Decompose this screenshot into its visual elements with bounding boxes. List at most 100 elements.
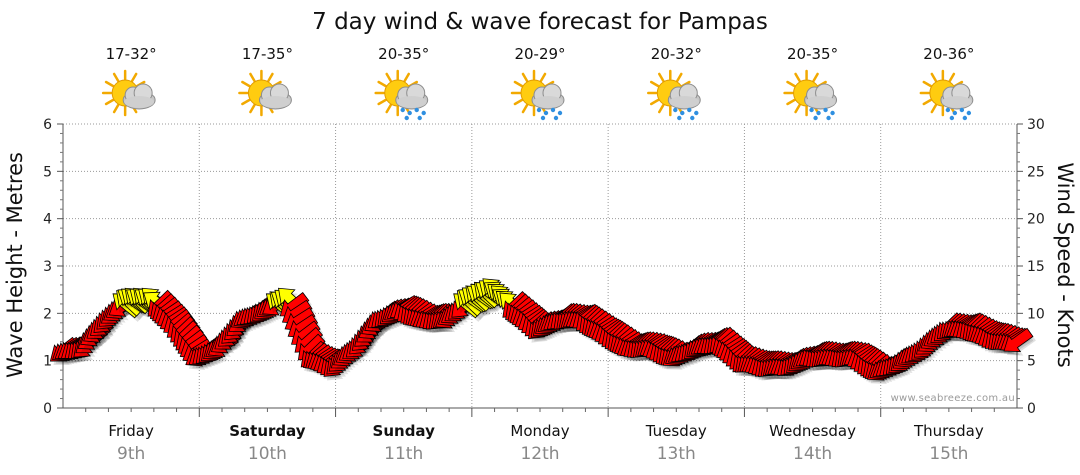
- sun-ray: [922, 98, 932, 106]
- sun-ray: [377, 98, 387, 106]
- credit-watermark: www.seabreeze.com.au: [891, 393, 1015, 404]
- sun-ray: [112, 103, 120, 114]
- rain-drop: [694, 110, 699, 116]
- rain-drop: [557, 110, 563, 116]
- rain-drop: [540, 115, 546, 121]
- left-axis-title: Wave Height - Metres: [3, 152, 27, 378]
- sun-ray: [385, 103, 392, 114]
- cloud-base: [260, 96, 291, 108]
- sun-cloud-rain-icon: [510, 69, 565, 121]
- sun-cloud-rain-icon: [647, 69, 701, 121]
- sun-ray: [521, 103, 529, 114]
- sun-ray: [930, 72, 938, 83]
- cloud-base: [669, 96, 700, 108]
- date-label: 13th: [657, 444, 696, 464]
- rain-drop: [404, 115, 409, 121]
- date-label: 12th: [520, 444, 559, 464]
- temperature-label: 20-32°: [651, 45, 702, 63]
- sun-ray: [930, 103, 938, 114]
- sun-ray: [794, 72, 801, 83]
- rain-drop: [536, 107, 542, 113]
- rain-drop: [543, 110, 549, 116]
- rain-drop: [949, 115, 955, 121]
- right-tick-label: 0: [1027, 401, 1036, 417]
- rain-drop: [830, 110, 835, 116]
- temperature-label: 20-35°: [787, 45, 838, 63]
- day-label: Tuesday: [645, 422, 707, 440]
- temperature-label: 17-32°: [106, 45, 157, 63]
- sun-ray: [658, 72, 665, 83]
- sun-ray: [794, 103, 801, 114]
- sun-ray: [521, 72, 529, 83]
- sun-ray: [676, 72, 683, 83]
- left-y-axis: 0 1 2 3 4 5 6: [43, 117, 63, 417]
- rain-drop: [945, 107, 951, 113]
- chart-title: 7 day wind & wave forecast for Pampas: [312, 9, 768, 35]
- cloud-base: [805, 96, 836, 108]
- right-tick-label: 5: [1027, 354, 1036, 370]
- temperature-label: 20-35°: [378, 45, 429, 63]
- sun-ray: [649, 98, 660, 106]
- right-tick-label: 30: [1027, 117, 1045, 133]
- rain-drop: [407, 110, 412, 116]
- right-tick-label: 25: [1027, 164, 1045, 180]
- sun-ray: [104, 98, 115, 106]
- sun-ray: [649, 80, 660, 88]
- right-tick-label: 20: [1027, 212, 1045, 228]
- cloud-base: [941, 96, 972, 108]
- sun-ray: [385, 72, 392, 83]
- day-label: Thursday: [913, 422, 984, 440]
- sun-ray: [403, 72, 410, 83]
- sun-ray: [513, 80, 524, 88]
- sun-ray: [786, 98, 796, 106]
- sun-ray: [948, 72, 956, 83]
- right-y-axis: 0 5 10 15 20 25 30: [1017, 117, 1045, 417]
- sun-ray: [377, 80, 387, 88]
- left-tick-label: 0: [43, 401, 52, 417]
- sun-ray: [249, 72, 256, 83]
- rain-drop: [826, 115, 831, 121]
- left-tick-label: 4: [43, 212, 52, 228]
- wind-arrows: [49, 278, 1036, 385]
- left-tick-label: 2: [43, 306, 52, 322]
- date-label: 9th: [117, 444, 145, 464]
- rain-drop: [673, 107, 678, 113]
- sun-ray: [658, 103, 665, 114]
- rain-drop: [417, 115, 422, 121]
- temperature-label: 20-36°: [923, 45, 974, 63]
- cloud-base: [124, 96, 155, 108]
- sun-cloud-icon: [101, 69, 156, 117]
- rain-drop: [687, 107, 692, 113]
- sun-ray: [812, 72, 819, 83]
- rain-drop: [809, 107, 814, 113]
- rain-drop: [823, 107, 828, 113]
- rain-drop: [677, 115, 682, 121]
- weather-row: 17-32° 17-35° 20-35° 20-29° 20-32° 20-35° 20-3…: [101, 45, 974, 121]
- rain-drop: [952, 110, 958, 116]
- day-label: Sunday: [373, 422, 436, 440]
- date-label: 15th: [929, 444, 968, 464]
- sun-cloud-icon: [238, 69, 292, 117]
- sun-cloud-rain-icon: [374, 69, 429, 121]
- date-label: 10th: [248, 444, 287, 464]
- rain-drop: [421, 110, 426, 116]
- rain-drop: [962, 115, 968, 121]
- day-label: Monday: [510, 422, 569, 440]
- right-tick-label: 10: [1027, 306, 1045, 322]
- right-tick-label: 15: [1027, 259, 1045, 275]
- rain-drop: [816, 110, 821, 116]
- rain-drop: [550, 107, 556, 113]
- rain-drop: [813, 115, 818, 121]
- sun-ray: [249, 103, 256, 114]
- rain-drop: [690, 115, 695, 121]
- left-tick-label: 1: [43, 354, 52, 370]
- left-tick-label: 5: [43, 164, 52, 180]
- sun-ray: [130, 72, 138, 83]
- sun-ray: [104, 80, 115, 88]
- sun-ray: [241, 98, 251, 106]
- wind-arrow: [1003, 327, 1034, 353]
- sun-cloud-rain-icon: [919, 69, 974, 121]
- sun-ray: [786, 80, 796, 88]
- temperature-label: 17-35°: [242, 45, 293, 63]
